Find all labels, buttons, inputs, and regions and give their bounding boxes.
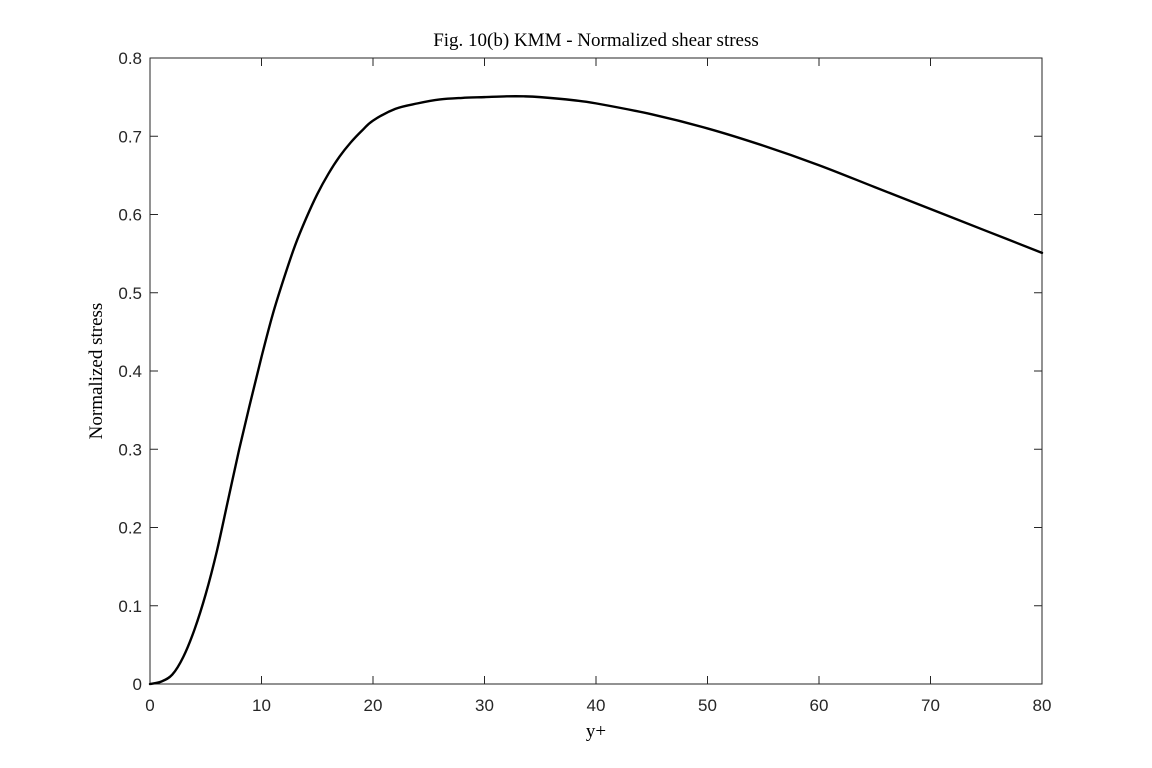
x-tick-label: 20 [364,696,383,715]
y-tick-label: 0 [133,675,142,694]
series-line [148,95,1044,686]
x-tick-label: 30 [475,696,494,715]
axis-ticks [149,57,1043,685]
x-tick-label: 70 [921,696,940,715]
y-axis-label: Normalized stress [86,303,107,440]
y-tick-label: 0.8 [118,49,142,68]
x-tick-label: 0 [145,696,154,715]
y-tick-label: 0.6 [118,206,142,225]
y-tick-label: 0.5 [118,284,142,303]
x-axis-label: y+ [586,721,606,742]
y-tick-label: 0.2 [118,519,142,538]
x-tick-label: 10 [252,696,271,715]
x-tick-label: 50 [698,696,717,715]
x-tick-label: 80 [1033,696,1052,715]
y-tick-label: 0.1 [118,597,142,616]
x-tick-label: 40 [587,696,606,715]
chart-title: Fig. 10(b) KMM - Normalized shear stress [433,30,759,51]
y-tick-label: 0.3 [118,440,142,459]
y-tick-label: 0.4 [118,362,142,381]
y-tick-label: 0.7 [118,127,142,146]
x-tick-label: 60 [810,696,829,715]
plot-area [149,57,1043,685]
tick-labels: 0 10 20 30 40 50 60 70 80 0 0.1 0.2 0.3 0.4 0.5 0.6 0.7 0… [118,49,1051,715]
